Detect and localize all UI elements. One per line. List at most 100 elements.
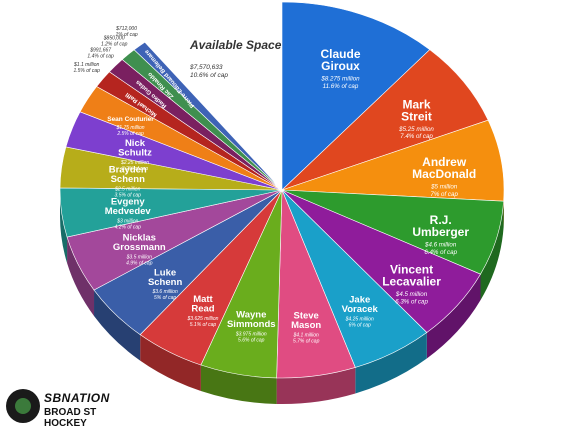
slice-salary: $3.625 million — [187, 316, 219, 322]
pie-slice-side — [480, 201, 504, 301]
slice-name: Voracek — [342, 304, 379, 315]
slice-name: Sean Couturier — [107, 116, 154, 123]
pie-slice-side — [426, 274, 481, 359]
slice-cap: 2.5% of cap — [116, 131, 144, 137]
slice-salary: $4.5 million — [395, 291, 428, 298]
pie-slice-side — [276, 367, 356, 405]
pie-slice-side — [200, 365, 277, 404]
slice-salary: $4.25 million — [345, 316, 374, 322]
available-space-value: $7,570,633 10.6% of cap — [190, 64, 228, 80]
slice-cap: 6% of cap — [349, 322, 371, 328]
slice-name: Jake — [349, 295, 370, 306]
slice-cap: 5% of cap — [154, 295, 176, 301]
available-space-label: Available Space — [190, 38, 282, 52]
pie-slice-side — [94, 290, 141, 361]
slice-salary: $2.25 million — [120, 160, 149, 166]
slice-cap: 7% of cap — [430, 191, 458, 198]
slice-salary: $3.975 million — [235, 331, 267, 337]
slice-cap: 5.6% of cap — [238, 337, 265, 343]
slice-name: Claude — [320, 47, 360, 61]
slice-cap: 4.9% of cap — [126, 261, 153, 267]
pie-slice-side — [355, 332, 427, 394]
slice-name: Matt — [193, 294, 213, 305]
slice-salary: $712,000 — [115, 26, 137, 32]
slice-name: MacDonald — [412, 167, 476, 181]
slice-name: Nicklas — [123, 233, 156, 244]
slice-cap: 1.5% of cap — [73, 68, 100, 74]
slice-salary: $850,000 — [103, 35, 125, 41]
pie-side-walls — [60, 190, 504, 405]
slice-cap: 5.7% of cap — [293, 338, 320, 344]
available-space-salary: $7,570,633 — [190, 64, 223, 71]
slice-cap: 4.2% of cap — [115, 224, 142, 230]
slice-name: Nick — [125, 138, 146, 149]
logo-site-text: BROAD ST HOCKEY — [44, 407, 97, 429]
slice-name: Read — [191, 303, 214, 314]
pie-slice-1 — [281, 49, 489, 191]
slice-salary: $4.1 million — [293, 332, 320, 338]
slice-salary: $1.75 million — [116, 125, 145, 131]
slice-name: Simmonds — [227, 319, 276, 330]
slice-salary: $8.275 million — [320, 76, 360, 83]
slice-cap: 3.5% of cap — [115, 193, 142, 199]
slice-name: Andrew — [422, 155, 467, 169]
slice-cap: 1.4% of cap — [87, 53, 114, 59]
slice-name: Evgeny — [111, 196, 146, 207]
slice-cap: 3.2% of cap — [122, 166, 149, 172]
slice-name: Medvedev — [105, 206, 152, 217]
slice-salary: $991,667 — [89, 47, 111, 53]
broad-st-hockey-emblem — [6, 389, 40, 423]
slice-name: Mark — [402, 97, 430, 111]
slice-cap: 7.4% of cap — [400, 133, 433, 140]
slice-name: Schenn — [111, 174, 146, 185]
slice-salary: $5 million — [430, 183, 458, 190]
slice-name: Giroux — [321, 59, 360, 73]
slice-name: Lecavalier — [382, 275, 441, 289]
logo-brand-text: SBNATION — [44, 391, 110, 405]
slice-name: Streit — [401, 109, 432, 123]
slice-name: Grossmann — [113, 242, 166, 253]
slice-cap: 1% of cap — [115, 32, 137, 38]
slice-cap: 5.1% of cap — [190, 322, 217, 328]
slice-name: Schultz — [118, 147, 152, 158]
slice-name: Vincent — [390, 263, 433, 277]
slice-name: Wayne — [236, 310, 266, 321]
slice-name: Steve — [293, 311, 318, 322]
slice-cap: 11.6% of cap — [323, 83, 359, 90]
slice-salary: $1.1 million — [73, 62, 100, 68]
slice-name: Luke — [154, 267, 176, 278]
pie-slice-side — [60, 190, 68, 264]
slice-salary: $5.25 million — [398, 126, 434, 133]
slice-name: Brayden — [109, 165, 147, 176]
slice-cap: 1.2% of cap — [101, 41, 128, 47]
pie-slice-side — [67, 237, 95, 317]
slice-cap: 6.3% of cap — [395, 299, 428, 306]
pie-slices — [59, 1, 505, 379]
slice-salary: $3.5 million — [126, 255, 153, 261]
slice-name: R.J. — [430, 213, 452, 227]
available-space-cap: 10.6% of cap — [190, 72, 228, 80]
slice-salary: $4.6 million — [424, 242, 457, 249]
pie-slice-0 — [281, 1, 431, 191]
sbnation-logo: SBNATION BROAD ST HOCKEY — [6, 387, 126, 429]
slice-cap: 6.4% of cap — [424, 249, 457, 256]
slice-salary: $3.6 million — [151, 289, 178, 295]
slice-salary: $3 million — [116, 218, 138, 224]
pie-slice-side — [140, 334, 201, 392]
